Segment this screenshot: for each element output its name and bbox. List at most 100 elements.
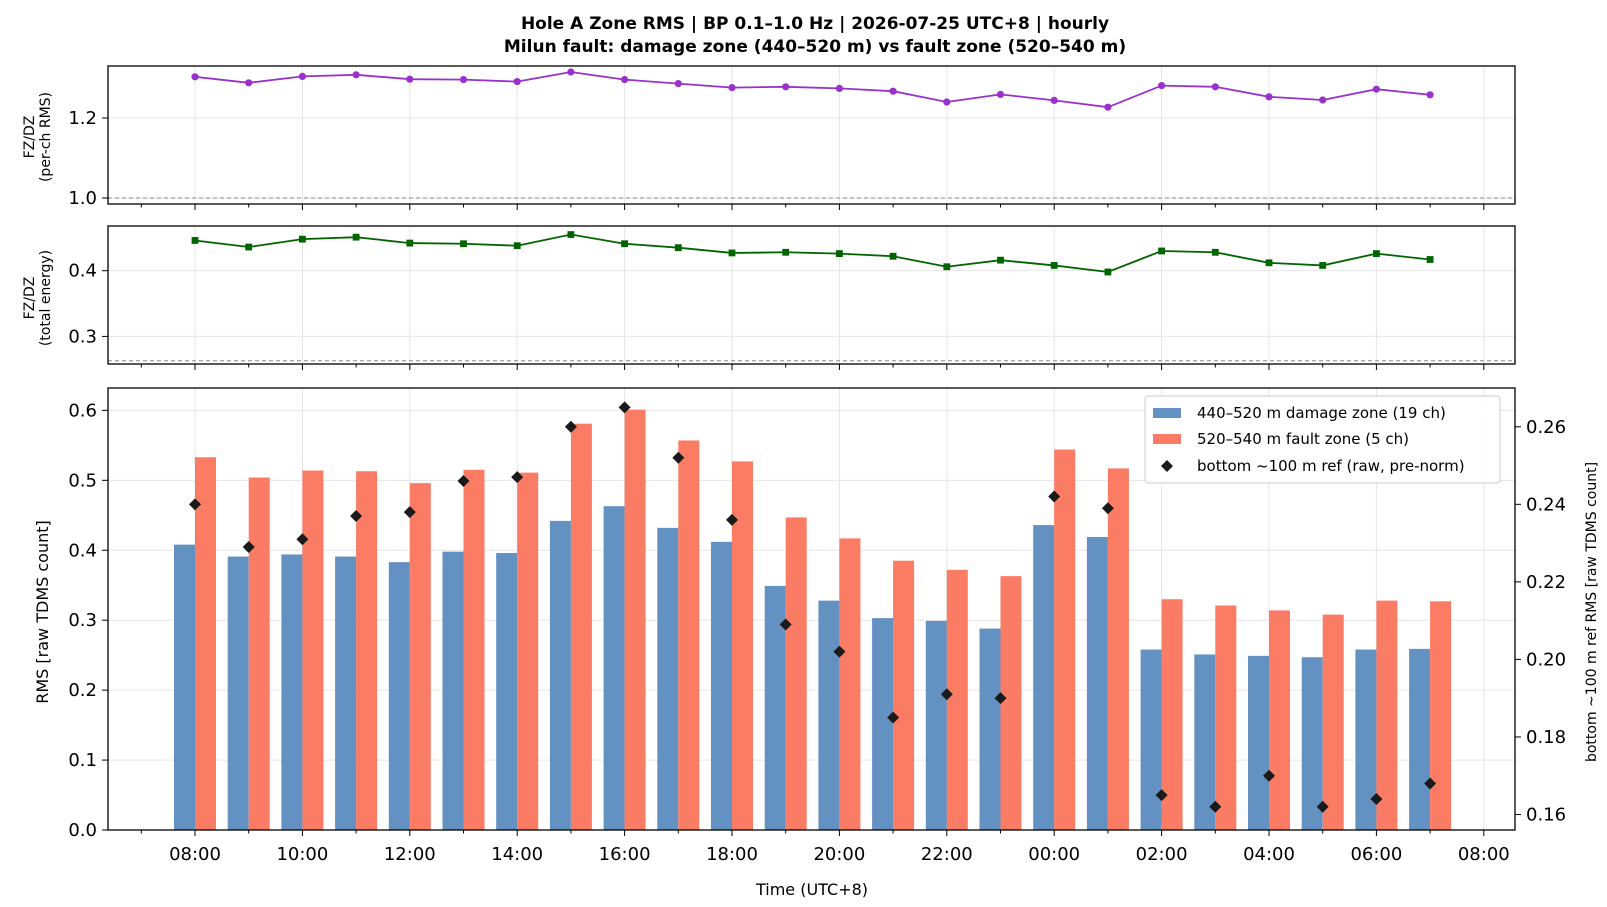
ratio-per-channel-point — [1426, 91, 1434, 99]
ratio-per-channel-point — [513, 78, 521, 86]
damage-zone-bar — [227, 556, 249, 830]
ratio-per-channel-point — [996, 90, 1005, 98]
ratio-total-energy-point — [1158, 247, 1165, 255]
damage-zone-bar — [1409, 648, 1431, 830]
ratio-per-channel-line — [194, 71, 1431, 109]
fault-zone-bar — [1215, 605, 1237, 830]
ratio-total-energy-point — [1050, 262, 1058, 269]
fault-zone-bar — [1269, 610, 1290, 830]
reference-marker — [457, 475, 470, 488]
damage-zone-bar — [711, 541, 732, 830]
legend-box — [1144, 395, 1501, 484]
reference-marker — [833, 645, 846, 658]
x-tick-label: 12:00 — [384, 844, 436, 865]
fault-zone-bar — [678, 440, 700, 830]
fault-zone-bar — [1054, 449, 1076, 830]
damage-zone-bar — [496, 553, 518, 830]
reference-marker — [511, 471, 524, 484]
panel2-ytick-label: 0.4 — [68, 261, 97, 282]
legend-label-damage-zone: 440–520 m damage zone (19 ch) — [1197, 404, 1446, 422]
panel1-ytick-label: 1.0 — [68, 188, 97, 209]
fault-zone-bar — [624, 409, 646, 830]
ratio-per-channel-point — [191, 73, 199, 81]
chart-title-line2: Milun fault: damage zone (440–520 m) vs … — [504, 37, 1126, 57]
damage-zone-bar — [388, 562, 410, 830]
panel1-frame — [107, 65, 1516, 205]
reference-marker — [887, 711, 900, 724]
damage-zone-bar — [549, 520, 571, 830]
damage-zone-bar — [1301, 657, 1323, 830]
ratio-per-channel-panel: 1.0 1.2 — [68, 65, 1516, 210]
panel3-ytick-label: 0.0 — [68, 820, 97, 841]
legend-label-reference: bottom ~100 m ref (raw, pre-norm) — [1197, 457, 1465, 475]
reference-marker — [242, 540, 255, 553]
chart-title-line1: Hole A Zone RMS | BP 0.1–1.0 Hz | 2026-0… — [521, 14, 1109, 34]
fault-zone-bar — [248, 477, 270, 830]
ratio-per-channel-point — [674, 80, 682, 88]
ratio-total-energy-point — [567, 231, 575, 238]
fault-zone-bar — [1376, 600, 1398, 830]
ratio-total-energy-point — [728, 249, 736, 257]
ratio-total-energy-point — [889, 252, 897, 260]
fault-zone-bar — [893, 560, 915, 830]
panel3-ytick-label: 0.4 — [68, 540, 97, 561]
panel3-right-ytick-label: 0.16 — [1526, 804, 1566, 825]
ratio-total-energy-point — [1319, 262, 1327, 269]
reference-marker — [1101, 502, 1114, 515]
ratio-per-channel-point — [728, 84, 736, 92]
reference-marker — [726, 513, 738, 526]
fault-zone-bar — [302, 470, 324, 830]
fault-zone-bar — [1000, 576, 1022, 830]
fault-zone-bar — [732, 461, 753, 830]
panel2-ytick-label: 0.3 — [68, 326, 97, 347]
panel1-ylabel-line1: FZ/DZ — [22, 116, 38, 159]
damage-zone-bar — [818, 600, 840, 830]
ratio-per-channel-point — [943, 98, 951, 106]
legend: 440–520 m damage zone (19 ch) 520–540 m … — [1144, 395, 1501, 484]
panel3-ytick-label: 0.6 — [68, 400, 97, 421]
damage-zone-bar — [925, 620, 947, 830]
legend-swatch-damage-zone — [1153, 408, 1181, 418]
rms-bar-panel: 08:00 10:00 12:00 14:00 16:00 18:00 20:00 22:00… — [68, 387, 1566, 865]
reference-marker — [1155, 789, 1168, 802]
x-tick-label: 06:00 — [1350, 844, 1402, 865]
fault-zone-bar — [409, 483, 431, 830]
panel2-background — [108, 226, 1515, 364]
fault-zone-bar — [356, 471, 378, 830]
x-tick-label: 10:00 — [276, 844, 328, 865]
fault-zone-bar — [195, 457, 216, 830]
damage-zone-bar — [1355, 649, 1377, 830]
reference-marker — [403, 506, 416, 519]
damage-zone-bar — [1033, 525, 1055, 830]
reference-marker — [672, 451, 685, 464]
ratio-total-energy-point — [1373, 250, 1380, 257]
panel3-ytick-label: 0.1 — [68, 750, 97, 771]
damage-zone-bar — [335, 556, 357, 830]
x-tick-label: 20:00 — [813, 844, 865, 865]
panel2-ylabel-line1: FZ/DZ — [22, 277, 38, 320]
panel3-ylabel-right: bottom ~100 m ref RMS [raw TDMS count] — [1584, 462, 1600, 762]
ratio-total-energy-point — [513, 242, 521, 250]
panel2-frame — [107, 225, 1516, 365]
ratio-total-energy-panel: 0.3 0.4 — [68, 225, 1516, 370]
panel2-ylabel-line2: (total energy) — [38, 250, 54, 346]
fault-zone-bar — [570, 423, 592, 830]
damage-zone-bar — [1248, 655, 1269, 830]
ratio-total-energy-point — [299, 235, 306, 243]
fault-zone-bar — [1322, 614, 1344, 830]
x-tick-label: 02:00 — [1136, 844, 1188, 865]
ratio-total-energy-point — [1426, 256, 1434, 263]
reference-marker — [564, 420, 577, 433]
ratio-per-channel-point — [1158, 82, 1166, 90]
damage-zone-bar — [979, 628, 1001, 830]
reference-marker — [296, 533, 309, 546]
ratio-per-channel-point — [459, 76, 468, 84]
panel1-background — [108, 66, 1515, 204]
ratio-per-channel-point — [782, 83, 790, 91]
panel3-frame — [107, 387, 1516, 831]
fault-zone-bar — [463, 469, 485, 830]
fault-zone-bar — [1107, 468, 1129, 830]
ratio-per-channel-point — [1265, 93, 1273, 101]
reference-marker — [1316, 800, 1329, 813]
ratio-total-energy-line — [194, 233, 1431, 273]
